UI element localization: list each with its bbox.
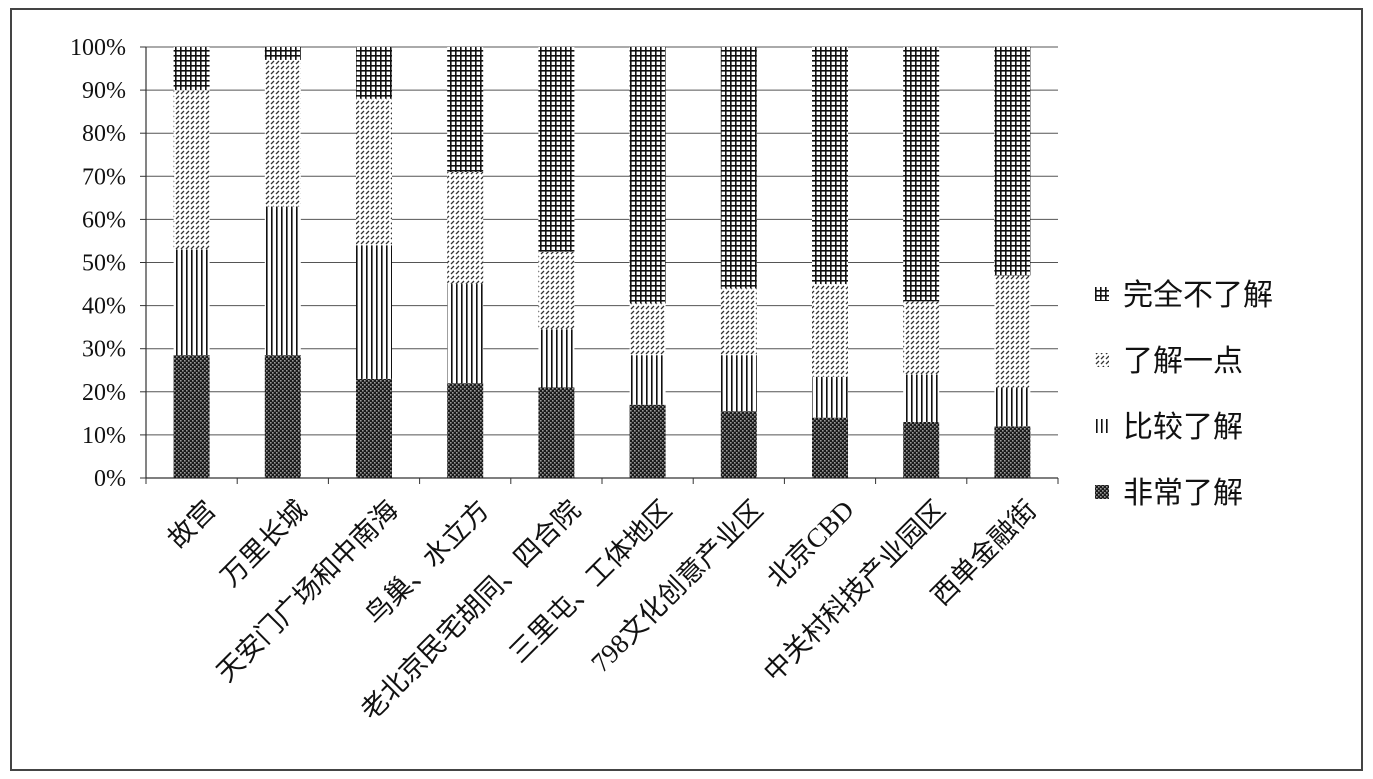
bar-segment [903, 374, 940, 422]
bar-segment [447, 284, 484, 384]
x-tick-label: 798文化创意产业区 [585, 495, 768, 678]
bar-segment [720, 288, 757, 356]
y-tick-label: 0% [94, 466, 126, 492]
legend-label: 完全不了解 [1123, 279, 1273, 312]
y-tick-label: 100% [70, 35, 126, 61]
bar-segment [447, 47, 484, 172]
y-tick-label: 60% [82, 207, 126, 233]
legend-swatch [1095, 353, 1109, 367]
bars [173, 47, 1031, 478]
bar-segment [264, 355, 301, 478]
legend-swatch [1095, 419, 1109, 433]
bar-segment [538, 387, 575, 478]
y-tick-labels: 0% 10% 20% 30% 40% 50% 60% 70% 80% 90% 100% [70, 35, 126, 492]
bar-segment [264, 47, 301, 60]
bar-segment [812, 376, 848, 418]
legend-label: 比较了解 [1123, 411, 1243, 444]
x-tick-label: 中关村科技产业园区 [758, 495, 951, 688]
x-tick-label: 三里屯、工体地区 [503, 495, 677, 669]
y-tick-label: 20% [82, 380, 126, 406]
bar-segment [720, 411, 757, 478]
legend-swatch [1095, 485, 1109, 499]
bar-segment [629, 404, 666, 478]
x-tick-label: 天安门广场和中南海 [211, 495, 404, 688]
y-tick-label: 30% [82, 337, 126, 363]
bar-segment [903, 421, 940, 478]
bar-segment [903, 47, 940, 302]
bar-segment [812, 47, 848, 285]
y-tick-label: 40% [82, 294, 126, 320]
bar-segment [538, 47, 575, 252]
bar-segment [356, 98, 392, 246]
bar-segment [903, 301, 940, 375]
bar-segment [356, 47, 392, 99]
y-tick-label: 50% [82, 251, 126, 277]
bar-segment [812, 284, 848, 377]
bar-segment [173, 47, 210, 91]
bar-segment [264, 59, 301, 207]
bar-segment [264, 206, 301, 356]
bar-segment [994, 426, 1031, 478]
legend-label: 了解一点 [1123, 345, 1243, 378]
y-tick-label: 10% [82, 423, 126, 449]
y-tick-label: 90% [82, 78, 126, 104]
bar-segment [173, 90, 210, 250]
bar-segment [356, 245, 392, 379]
bar-segment [994, 387, 1031, 427]
bar-segment [720, 47, 757, 289]
x-tick-labels: 故宫万里长城天安门广场和中南海鸟巢、水立方老北京民宅胡同、四合院三里屯、工体地区… [162, 495, 1042, 726]
bar-segment [447, 383, 484, 478]
bar-segment [173, 355, 210, 478]
bar-segment [538, 251, 575, 330]
legend-label: 非常了解 [1123, 477, 1243, 510]
x-tick-label: 故宫 [162, 495, 221, 554]
legend-swatch [1095, 287, 1109, 301]
bar-segment [812, 417, 848, 478]
bar-segment [356, 378, 392, 478]
x-tick-label: 万里长城 [215, 495, 313, 593]
bar-segment [173, 249, 210, 356]
bar-segment [720, 355, 757, 412]
chart-frame [10, 8, 1363, 771]
bar-segment [538, 329, 575, 388]
y-tick-label: 80% [82, 121, 126, 147]
y-tick-label: 70% [82, 164, 126, 190]
bar-segment [629, 355, 666, 405]
bar-segment [994, 275, 1031, 388]
bar-segment [994, 47, 1031, 276]
bar-segment [629, 303, 666, 356]
bar-segment [447, 171, 484, 285]
bar-segment [629, 47, 666, 304]
